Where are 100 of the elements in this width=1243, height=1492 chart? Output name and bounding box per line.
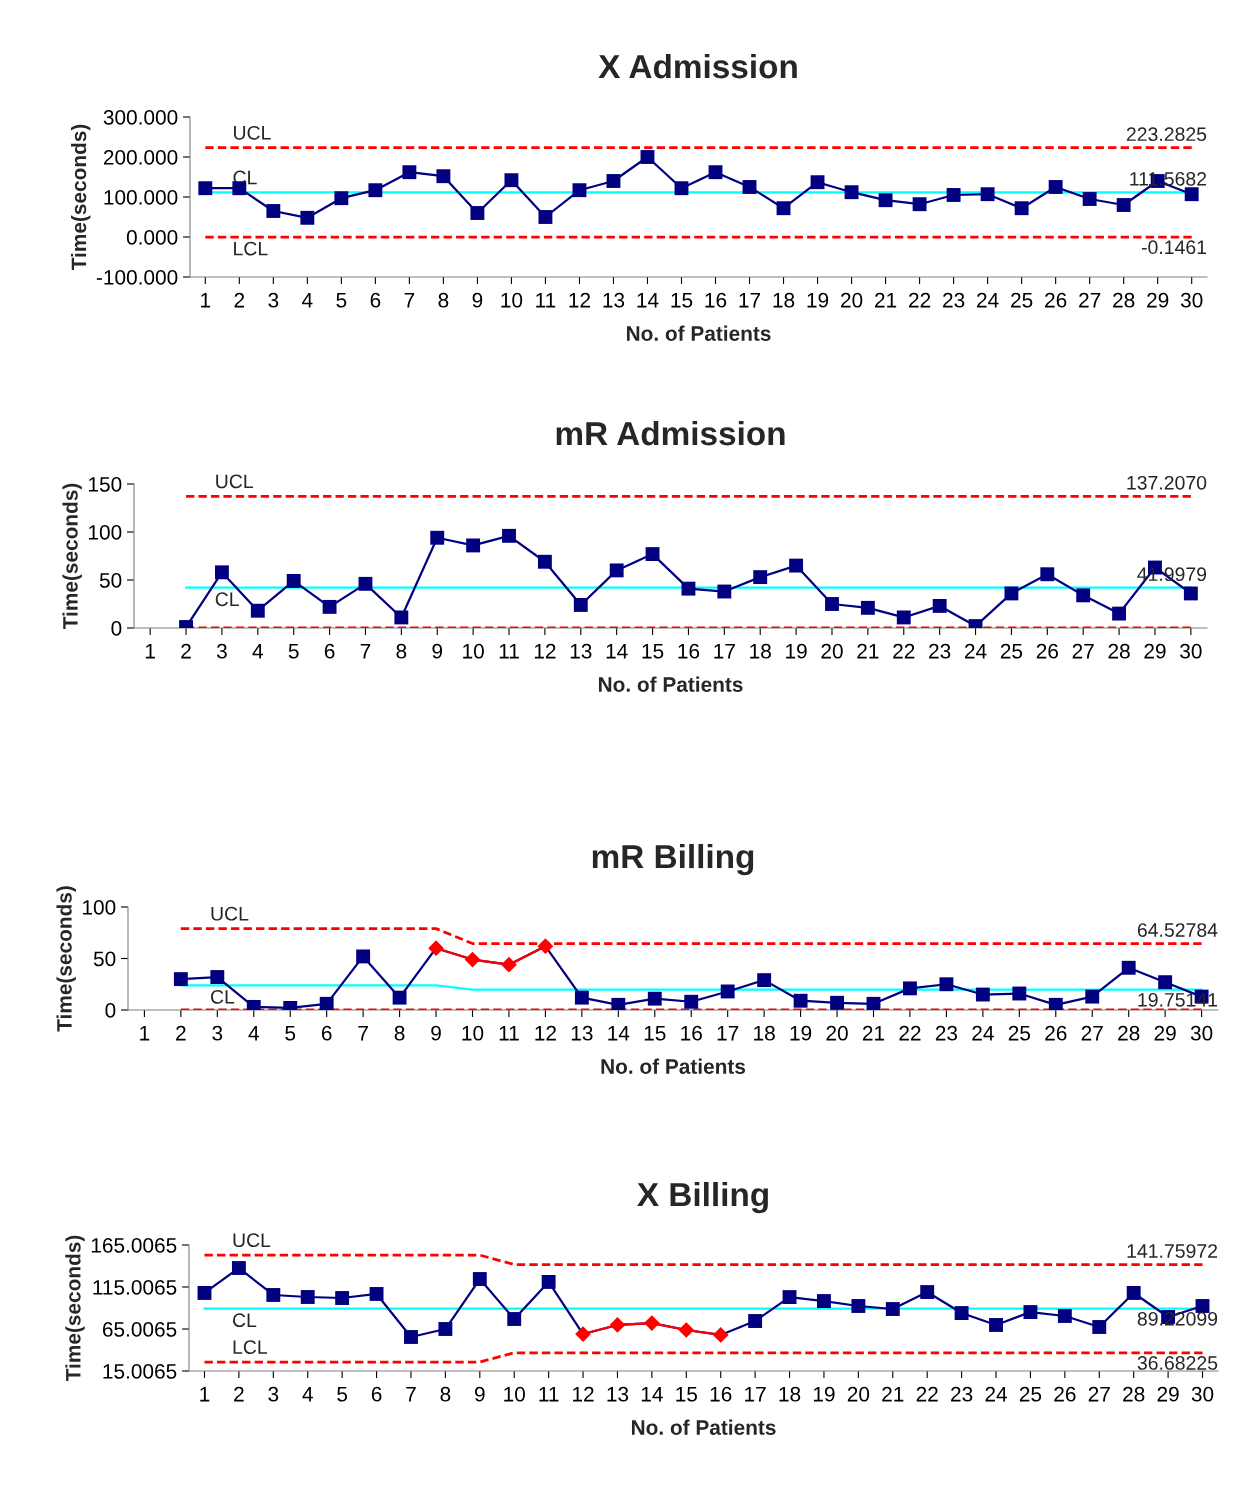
point <box>464 951 481 968</box>
point <box>1014 201 1029 216</box>
point <box>817 1294 831 1308</box>
x-tick-label: 23 <box>935 1025 958 1041</box>
point <box>335 1291 350 1305</box>
x-tick-label: 1 <box>140 1026 150 1041</box>
x-tick-label: 2 <box>234 292 245 308</box>
x-tick-label: 21 <box>882 1386 904 1402</box>
point <box>250 603 265 618</box>
x-tick-label: 30 <box>1180 643 1202 659</box>
x-tick-label: 25 <box>1008 1025 1031 1041</box>
y-tick-label: 15.0065 <box>103 1364 177 1379</box>
annotation: 141.75972 <box>1127 1244 1218 1258</box>
point <box>606 174 621 188</box>
point <box>946 188 961 202</box>
x-tick-label: 14 <box>641 1387 663 1402</box>
x-tick-label: 17 <box>745 1387 766 1402</box>
y-tick-label: 300.000 <box>103 110 178 125</box>
y-tick-label: 200.000 <box>103 150 178 165</box>
annotation: 64.52784 <box>1137 923 1218 937</box>
x-tick-label: 27 <box>1081 1025 1103 1041</box>
point <box>851 1299 866 1313</box>
annotation: 36.68225 <box>1137 1356 1218 1370</box>
x-tick-label: 16 <box>705 292 727 308</box>
point <box>742 180 757 194</box>
x-tick-label: 18 <box>754 1025 775 1041</box>
point <box>712 1327 729 1343</box>
x-tick-label: 27 <box>1072 643 1094 659</box>
annotation: 137.2070 <box>1127 475 1207 490</box>
x-axis-title: No. of Patients <box>598 676 743 692</box>
point <box>438 1322 453 1336</box>
point <box>394 610 409 625</box>
point <box>210 970 225 984</box>
point <box>537 554 552 569</box>
point <box>436 169 451 184</box>
point <box>1112 606 1127 621</box>
x-tick-label: 5 <box>337 1387 348 1402</box>
point <box>1040 567 1055 582</box>
y-tick-label: 100 <box>89 525 122 540</box>
x-tick-label: 26 <box>1045 292 1067 308</box>
x-axis-title: No. of Patients <box>626 325 771 341</box>
point <box>1121 960 1136 975</box>
x-tick-label: 28 <box>1123 1386 1145 1402</box>
series-label: CL <box>211 989 235 1004</box>
x-tick-label: 1 <box>201 293 211 308</box>
point <box>939 977 954 992</box>
x-tick-label: 19 <box>786 643 807 659</box>
x-tick-label: 24 <box>972 1025 994 1041</box>
x-tick-label: 13 <box>603 292 625 308</box>
x-tick-label: 20 <box>821 643 843 659</box>
x-tick-label: 21 <box>857 643 879 659</box>
point <box>392 990 407 1005</box>
x-tick-label: 28 <box>1113 292 1135 308</box>
x-tick-label: 25 <box>1000 643 1023 659</box>
y-tick-label: 0 <box>105 1003 116 1018</box>
point <box>611 997 626 1010</box>
point <box>782 1290 797 1305</box>
point <box>980 187 995 202</box>
point <box>1048 180 1063 194</box>
x-tick-label: 7 <box>406 1387 416 1402</box>
point <box>1076 588 1091 603</box>
x-tick-label: 23 <box>951 1386 973 1402</box>
x-tick-label: 11 <box>536 293 556 308</box>
x-tick-label: 12 <box>573 1386 594 1402</box>
x-tick-label: 5 <box>285 1026 296 1041</box>
point <box>708 165 723 180</box>
point <box>356 949 371 964</box>
point <box>989 1318 1003 1332</box>
x-tick-label: 9 <box>431 1025 441 1041</box>
point <box>860 600 875 615</box>
x-tick-label: 15 <box>642 644 664 659</box>
x-tick-label: 30 <box>1191 1386 1214 1402</box>
point <box>572 183 587 198</box>
point <box>358 576 373 591</box>
x-tick-label: 23 <box>929 643 951 659</box>
x-axis-title: No. of Patients <box>601 1058 746 1074</box>
x-tick-label: 9 <box>474 1386 485 1402</box>
point <box>574 990 589 1005</box>
point <box>402 165 417 180</box>
point <box>231 1261 246 1275</box>
point <box>466 538 481 553</box>
x-tick-label: 9 <box>432 643 443 659</box>
x-tick-label: 20 <box>841 292 863 308</box>
point <box>322 599 337 614</box>
point <box>286 574 301 588</box>
y-axis-title: Time(seconds) <box>70 124 91 271</box>
chart-title: X Admission <box>598 53 797 79</box>
point <box>975 987 990 1002</box>
point <box>1195 1299 1210 1313</box>
point <box>1057 1309 1072 1323</box>
point <box>1012 986 1027 1001</box>
y-tick-label: 165.0065 <box>91 1238 177 1253</box>
point <box>920 1285 935 1299</box>
x-tick-label: 6 <box>370 292 381 308</box>
point <box>538 210 553 224</box>
point <box>369 1287 384 1301</box>
y-tick-label: 65.0065 <box>102 1322 177 1337</box>
x-tick-label: 1 <box>200 1387 210 1402</box>
x-tick-label: 4 <box>302 293 313 308</box>
x-tick-label: 13 <box>607 1386 629 1402</box>
